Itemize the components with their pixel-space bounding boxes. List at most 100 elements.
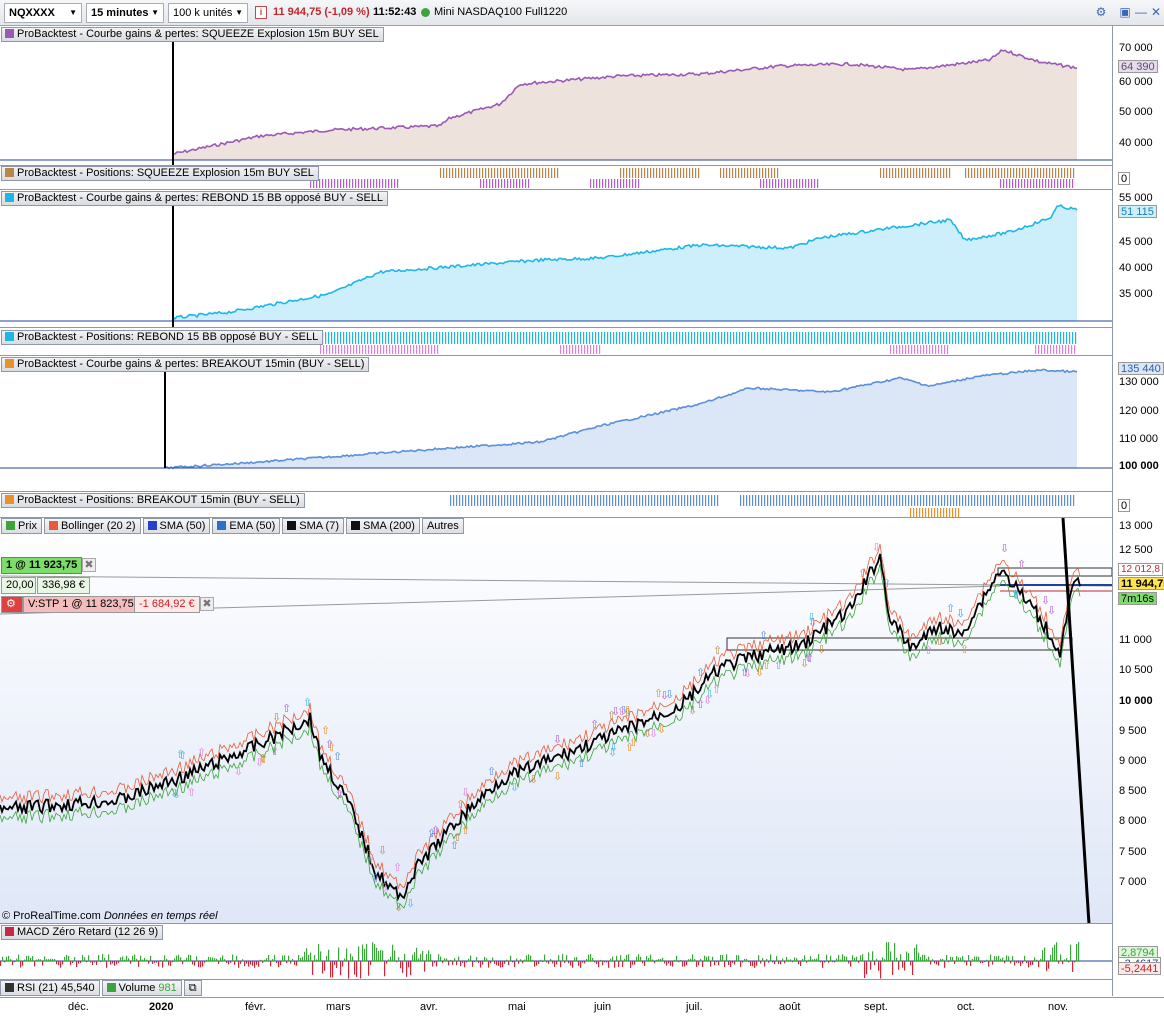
legend-others[interactable]: Autres: [421, 518, 464, 534]
position-bar: [952, 332, 954, 344]
position-bar: [911, 345, 913, 354]
pane-title[interactable]: ProBacktest - Courbe gains & pertes: SQU…: [1, 27, 384, 42]
position-bar: [830, 495, 832, 506]
position-bar: [1055, 495, 1057, 506]
position-bar: [385, 332, 387, 344]
position-bar: [793, 179, 795, 188]
trade-arrow-icon: ⇩: [1000, 543, 1009, 555]
position-bar: [538, 332, 540, 344]
position-bar: [935, 345, 937, 354]
trade-arrow-icon: ⇩: [623, 705, 632, 717]
minimize-icon[interactable]: —: [1135, 5, 1147, 19]
position-bar: [992, 168, 994, 178]
macd-bar: [888, 942, 890, 961]
rsi-label: RSI (21) 45,540: [17, 982, 95, 994]
position-bar: [979, 332, 981, 344]
rsi-button[interactable]: RSI (21) 45,540: [0, 980, 100, 996]
period-select[interactable]: 15 minutes ▼: [86, 3, 164, 23]
macd-bar: [878, 961, 880, 971]
macd-bar: [764, 961, 766, 967]
position-bar: [361, 332, 363, 344]
legend-ema50[interactable]: EMA (50): [212, 518, 281, 534]
position-bar: [334, 179, 336, 188]
pane-title[interactable]: MACD Zéro Retard (12 26 9): [1, 925, 164, 940]
position-bar: [693, 495, 695, 506]
macd-bar: [154, 961, 156, 963]
gear-icon[interactable]: ⚙: [1, 596, 23, 613]
macd-bar: [110, 961, 112, 965]
macd-bar: [592, 957, 594, 961]
volume-button[interactable]: Volume 981: [101, 980, 182, 996]
position-bar: [1066, 332, 1068, 344]
pane-title[interactable]: ProBacktest - Courbe gains & pertes: REB…: [1, 191, 389, 206]
stop-order-label[interactable]: V:STP 1 @ 11 823,75: [23, 596, 139, 613]
legend-sma200[interactable]: SMA (200): [346, 518, 420, 534]
position-bar: [992, 495, 994, 506]
pane-title[interactable]: ProBacktest - Positions: BREAKOUT 15min …: [1, 493, 305, 508]
vertical-trend-line[interactable]: [1061, 518, 1091, 924]
position-bar: [1037, 168, 1039, 178]
date-axis[interactable]: déc. 2020 févr. mars avr. mai juin juil.…: [0, 997, 1164, 1016]
position-bar: [421, 332, 423, 344]
macd-bar: [790, 959, 792, 961]
close-position-icon[interactable]: ✖: [82, 558, 96, 572]
close-order-icon[interactable]: ✖: [200, 597, 214, 611]
macd-bar: [768, 961, 770, 963]
position-bar: [469, 332, 471, 344]
position-label[interactable]: 1 @ 11 923,75: [1, 557, 83, 574]
position-bar: [328, 179, 330, 188]
position-bar: [983, 168, 985, 178]
position-bar: [750, 168, 752, 178]
legend-prix[interactable]: Prix: [1, 518, 42, 534]
trade-arrow-icon: ⇧: [431, 825, 440, 837]
units-select[interactable]: 100 k unités ▼: [168, 3, 248, 23]
position-bar: [457, 332, 459, 344]
macd-bar: [46, 959, 48, 961]
price-axis[interactable]: 70 000 60 000 50 000 40 000 64 390 0 55 …: [1112, 26, 1164, 996]
symbol-select[interactable]: NQXXXX ▼: [4, 3, 82, 23]
position-bar: [742, 332, 744, 344]
close-icon[interactable]: ✕: [1150, 5, 1162, 19]
macd-bar: [248, 961, 250, 967]
pane-title[interactable]: ProBacktest - Positions: SQUEEZE Explosi…: [1, 166, 319, 181]
position-bar: [635, 168, 637, 178]
swatch-icon: [5, 359, 14, 368]
position-bar: [645, 495, 647, 506]
position-bar: [1067, 168, 1069, 178]
settings-icon[interactable]: ⚙: [1095, 5, 1107, 19]
macd-bar: [484, 956, 486, 961]
info-icon[interactable]: i: [255, 6, 267, 19]
position-bar: [479, 168, 481, 178]
position-bar: [616, 332, 618, 344]
legend-sma7[interactable]: SMA (7): [282, 518, 344, 534]
macd-bar: [16, 958, 18, 961]
position-bar: [850, 332, 852, 344]
legend-bollinger[interactable]: Bollinger (20 2): [43, 518, 141, 534]
position-bar: [1024, 332, 1026, 344]
macd-bar: [748, 961, 750, 963]
trade-arrow-icon: ⇩: [755, 667, 764, 679]
position-bar: [889, 168, 891, 178]
macd-bar: [920, 956, 922, 961]
position-bar: [680, 168, 682, 178]
macd-bar: [216, 958, 218, 961]
trade-arrow-icon: ⇧: [1011, 589, 1020, 601]
date-label: mai: [508, 1001, 526, 1013]
position-bar: [790, 179, 792, 188]
trade-arrow-icon: ⇩: [378, 845, 387, 857]
macd-bar: [470, 955, 472, 961]
position-bar: [546, 495, 548, 506]
macd-bar: [116, 961, 118, 965]
legend-sma50[interactable]: SMA (50): [142, 518, 211, 534]
position-bar: [676, 332, 678, 344]
position-bar: [623, 179, 625, 188]
position-bar: [766, 332, 768, 344]
equity-line: [164, 368, 1078, 470]
legend-label: SMA (200): [363, 520, 415, 532]
position-bar: [610, 332, 612, 344]
expand-icon[interactable]: ⧉: [183, 980, 202, 996]
pane-title[interactable]: ProBacktest - Courbe gains & pertes: BRE…: [1, 357, 370, 372]
macd-bar: [38, 958, 40, 961]
window-icon[interactable]: ▣: [1119, 5, 1131, 19]
pane-title[interactable]: ProBacktest - Positions: REBOND 15 BB op…: [1, 330, 324, 345]
